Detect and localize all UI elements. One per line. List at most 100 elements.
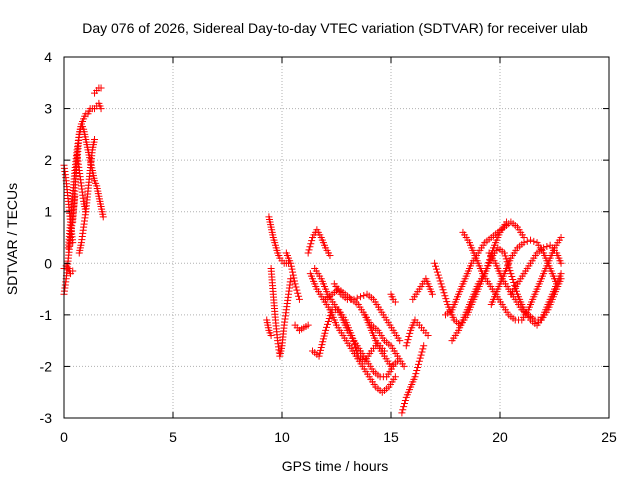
data-point bbox=[69, 267, 77, 275]
data-point bbox=[288, 265, 296, 273]
data-point bbox=[523, 237, 531, 245]
y-tick-label: 0 bbox=[44, 255, 52, 271]
data-point bbox=[323, 320, 331, 328]
data-point bbox=[353, 294, 361, 302]
data-point bbox=[412, 370, 420, 378]
data-point bbox=[290, 274, 298, 282]
data-point bbox=[99, 213, 107, 221]
data-point bbox=[267, 331, 275, 339]
data-point bbox=[520, 239, 528, 247]
data-point bbox=[308, 237, 316, 245]
chart-title: Day 076 of 2026, Sidereal Day-to-day VTE… bbox=[82, 20, 588, 36]
data-point bbox=[543, 243, 551, 251]
data-point bbox=[401, 396, 409, 404]
data-point bbox=[419, 345, 427, 353]
data-point bbox=[295, 292, 303, 300]
data-point bbox=[530, 237, 538, 245]
data-point bbox=[442, 295, 450, 303]
series-track-late-5 bbox=[442, 218, 528, 319]
data-point bbox=[510, 278, 518, 286]
data-point bbox=[293, 286, 301, 294]
data-point bbox=[402, 342, 410, 350]
data-point bbox=[417, 351, 425, 359]
data-point bbox=[97, 84, 105, 92]
y-tick-label: -2 bbox=[40, 358, 53, 374]
data-point bbox=[401, 400, 409, 408]
data-point bbox=[509, 275, 517, 283]
data-point bbox=[399, 406, 407, 414]
data-point bbox=[325, 315, 333, 323]
data-point bbox=[321, 329, 329, 337]
data-point bbox=[508, 273, 516, 281]
data-point bbox=[416, 354, 424, 362]
data-point bbox=[350, 295, 358, 303]
data-point bbox=[557, 259, 565, 267]
data-point bbox=[398, 409, 406, 417]
data-point bbox=[418, 348, 426, 356]
series-track-mid-4 bbox=[282, 249, 303, 303]
data-point bbox=[439, 286, 447, 294]
data-point bbox=[437, 280, 445, 288]
y-tick-label: 2 bbox=[44, 152, 52, 168]
data-point bbox=[403, 339, 411, 347]
series-track-mid-3 bbox=[263, 316, 275, 339]
y-tick-label: -3 bbox=[40, 410, 53, 426]
data-point bbox=[294, 289, 302, 297]
y-tick-label: -1 bbox=[40, 307, 53, 323]
data-point bbox=[391, 298, 399, 306]
data-point bbox=[291, 280, 299, 288]
data-point bbox=[414, 360, 422, 368]
data-point bbox=[396, 337, 404, 345]
data-point bbox=[292, 283, 300, 291]
series-track-mid-5 bbox=[291, 321, 312, 334]
data-point bbox=[400, 362, 408, 370]
series-track-mid-12 bbox=[361, 311, 408, 370]
data-point bbox=[406, 329, 414, 337]
data-point bbox=[424, 331, 432, 339]
data-point bbox=[319, 338, 327, 346]
data-point bbox=[295, 295, 303, 303]
y-tick-label: 4 bbox=[44, 49, 52, 65]
data-point bbox=[289, 268, 297, 276]
data-point bbox=[318, 341, 326, 349]
data-point bbox=[304, 321, 312, 329]
grid bbox=[64, 57, 609, 418]
data-point bbox=[319, 335, 327, 343]
data-point bbox=[441, 292, 449, 300]
data-point bbox=[317, 344, 325, 352]
data-point bbox=[501, 252, 509, 260]
series-track-mid-2 bbox=[267, 264, 295, 360]
series-track-early-8 bbox=[91, 84, 105, 97]
series-track-mid-11 bbox=[330, 280, 404, 345]
data-points bbox=[60, 84, 565, 417]
axis-ticks: 0 5 10 15 20 25 -3 -2 -1 0 1 2 3 4 bbox=[40, 49, 617, 445]
series-track-mid-8 bbox=[306, 270, 399, 396]
data-point bbox=[414, 363, 422, 371]
data-point bbox=[432, 262, 440, 270]
data-point bbox=[317, 346, 325, 354]
x-tick-label: 25 bbox=[601, 429, 617, 445]
series-track-late-3 bbox=[409, 275, 436, 303]
data-point bbox=[315, 352, 323, 360]
data-point bbox=[287, 275, 295, 283]
data-point bbox=[438, 283, 446, 291]
data-point bbox=[432, 265, 440, 273]
data-point bbox=[326, 252, 334, 260]
data-point bbox=[306, 243, 314, 251]
y-tick-label: 1 bbox=[44, 204, 52, 220]
data-point bbox=[527, 236, 535, 244]
x-tick-label: 5 bbox=[169, 429, 177, 445]
data-point bbox=[440, 289, 448, 297]
data-point bbox=[502, 255, 510, 263]
series-track-mid-13 bbox=[387, 290, 399, 306]
data-point bbox=[400, 403, 408, 411]
x-tick-label: 15 bbox=[383, 429, 399, 445]
data-point bbox=[435, 274, 443, 282]
data-point bbox=[507, 270, 515, 278]
x-tick-label: 20 bbox=[492, 429, 508, 445]
data-point bbox=[500, 249, 508, 257]
data-point bbox=[324, 317, 332, 325]
data-point bbox=[413, 367, 421, 375]
data-point bbox=[420, 342, 428, 350]
series-track-late-10 bbox=[507, 241, 565, 298]
